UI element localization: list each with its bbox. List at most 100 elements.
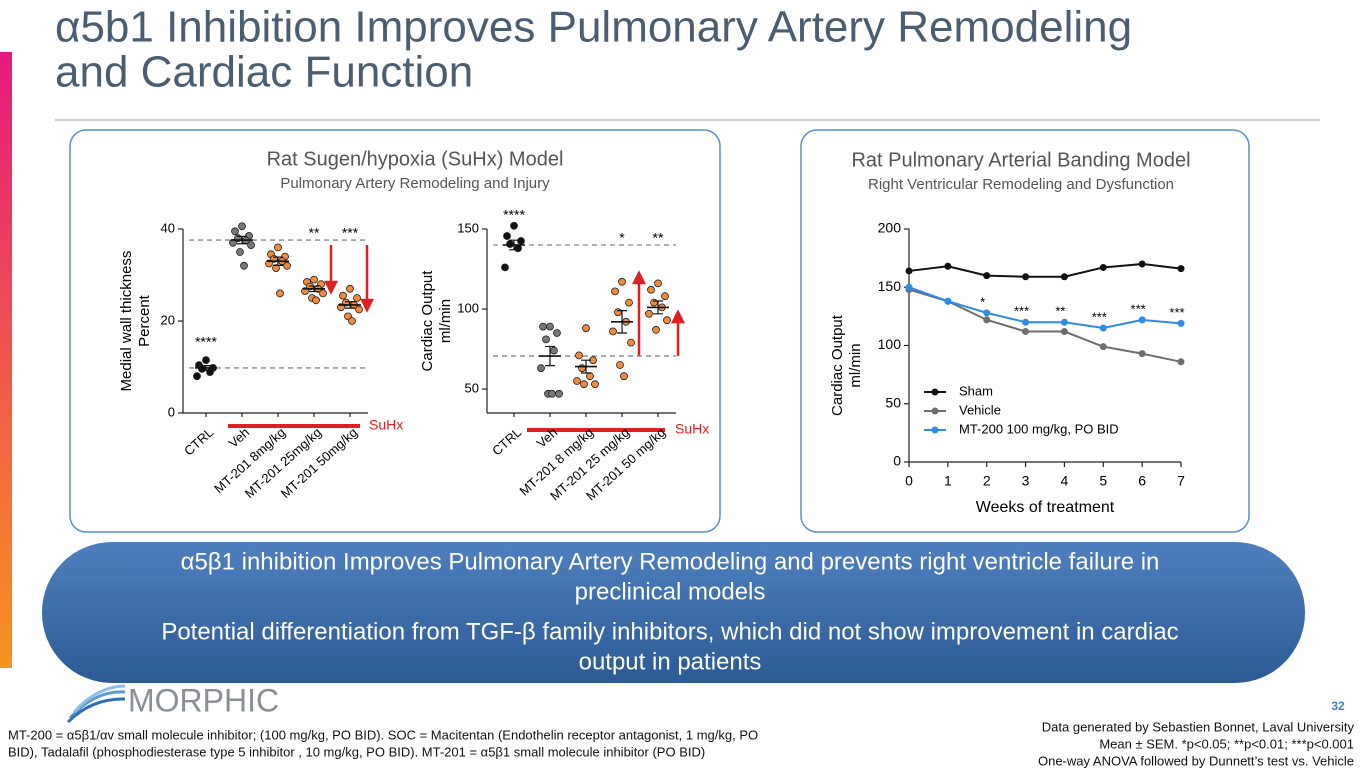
y-axis-label: Percent: [136, 294, 153, 347]
x-tick-label: 3: [1022, 473, 1030, 489]
data-point: [983, 316, 991, 324]
data-point: [661, 292, 669, 301]
data-point: [944, 297, 952, 305]
data-point: [312, 296, 320, 305]
sem-bar: [273, 256, 283, 266]
data-point: [501, 263, 509, 272]
annotation: *: [980, 294, 985, 309]
annotation: ***: [1131, 301, 1146, 316]
data-point: [310, 275, 318, 284]
y-tick-label: 100: [878, 336, 902, 352]
data-point: [537, 364, 545, 373]
data-point: [905, 267, 913, 275]
suhx-label: SuHx: [369, 417, 403, 433]
data-point: [620, 372, 628, 381]
data-point: [580, 380, 588, 389]
x-tick-label: 2: [983, 473, 991, 489]
annotation: *: [619, 230, 625, 246]
data-point: [1022, 273, 1030, 281]
data-point: [905, 283, 913, 291]
data-point: [654, 279, 662, 288]
series-line: [908, 288, 1182, 363]
y-axis-label: ml/min: [437, 299, 454, 343]
sem-bar: [617, 310, 627, 334]
banner-line: preclinical models: [575, 578, 766, 605]
data-point: [575, 351, 583, 360]
data-point: [983, 309, 991, 317]
data-point: [573, 377, 581, 385]
data-point: [645, 309, 653, 318]
data-point: [550, 346, 558, 355]
sem-bar: [509, 239, 519, 251]
y-axis-label: Medial wall thickness: [118, 251, 135, 392]
annotation: ***: [1092, 309, 1107, 324]
data-point: [206, 368, 214, 376]
data-point: [283, 261, 291, 270]
data-point: [586, 372, 594, 381]
sem-bar: [545, 345, 555, 367]
data-point: [276, 289, 284, 298]
data-point: [539, 322, 547, 331]
x-tick-label: 7: [1177, 473, 1185, 489]
data-point: [1099, 263, 1107, 271]
annotation: ***: [1169, 305, 1184, 320]
annotation: **: [309, 225, 320, 241]
y-axis-label: Cardiac Output: [829, 314, 846, 416]
sem-bar: [201, 365, 211, 371]
data-point: [353, 294, 361, 302]
series-line: [908, 262, 1182, 278]
annotation: ****: [503, 207, 525, 223]
legend-marker: [931, 407, 939, 415]
y-tick-label: 40: [161, 220, 175, 235]
data-point: [1177, 358, 1185, 366]
data-point: [198, 364, 206, 373]
panel-title: Rat Pulmonary Arterial Banding Model: [851, 149, 1190, 171]
data-point: [578, 364, 586, 373]
data-point: [238, 222, 246, 231]
legend-marker: [931, 388, 939, 396]
footnote: MT-200 = α5β1/αv small molecule inhibito…: [8, 727, 758, 742]
y-axis-label: ml/min: [847, 343, 864, 387]
x-tick-label: 1: [944, 473, 952, 489]
sem-bar: [653, 300, 663, 315]
annotation: ***: [1014, 304, 1029, 319]
legend-label: Sham: [959, 383, 993, 398]
data-point: [1138, 316, 1146, 324]
banner: [42, 542, 1305, 683]
data-point: [1022, 328, 1030, 336]
sem-bar: [309, 285, 319, 293]
banner-line: output in patients: [579, 648, 762, 675]
data-point: [647, 285, 655, 294]
page-number: 32: [1331, 699, 1345, 713]
y-tick-label: 200: [878, 220, 902, 236]
data-point: [944, 262, 952, 270]
data-point: [1099, 324, 1107, 332]
data-point: [618, 277, 626, 286]
data-point: [1060, 328, 1068, 336]
data-point: [1138, 350, 1146, 358]
data-point: [625, 298, 633, 307]
data-point: [503, 232, 511, 240]
data-point: [348, 317, 356, 325]
data-point: [247, 241, 255, 250]
data-point: [1177, 319, 1185, 327]
data-point: [553, 329, 561, 337]
annotation: **: [1055, 304, 1065, 319]
title-line: α5b1 Inhibition Improves Pulmonary Arter…: [55, 3, 1132, 52]
data-point: [272, 264, 280, 273]
data-point: [652, 325, 660, 334]
annotation: ****: [195, 334, 217, 350]
annotation: **: [653, 230, 664, 246]
data-point: [1177, 265, 1185, 273]
data-point: [663, 316, 671, 325]
logo-icon: [66, 684, 126, 724]
banner-line: α5β1 inhibition Improves Pulmonary Arter…: [181, 548, 1160, 575]
legend-label: Vehicle: [959, 402, 1001, 417]
data-point: [1099, 343, 1107, 351]
logo-text: MORPHIC: [128, 682, 279, 718]
y-tick-label: 50: [885, 394, 901, 410]
data-point: [517, 237, 525, 245]
data-point: [983, 272, 991, 280]
panel-title: Rat Sugen/hypoxia (SuHx) Model: [267, 148, 564, 170]
data-point: [339, 291, 347, 300]
